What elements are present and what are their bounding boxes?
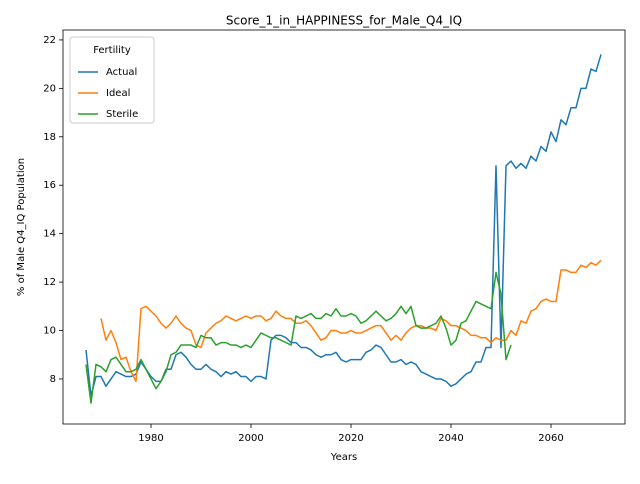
- y-tick-label: 8: [50, 374, 56, 385]
- y-axis-label: % of Male Q4_IQ Population: [16, 158, 27, 296]
- series-line: [85, 54, 602, 397]
- y-tick-label: 22: [43, 35, 56, 46]
- legend-title: Fertility: [93, 45, 131, 56]
- x-tick-label: 2040: [438, 433, 463, 444]
- legend-label: Sterile: [106, 109, 138, 120]
- legend-label: Actual: [106, 67, 137, 78]
- x-tick-label: 1980: [138, 433, 163, 444]
- y-tick-label: 12: [43, 277, 56, 288]
- legend-box: [69, 36, 155, 124]
- series-line: [85, 271, 512, 404]
- x-tick-label: 2000: [238, 433, 263, 444]
- series-line: [100, 259, 602, 383]
- y-tick-label: 14: [43, 229, 56, 240]
- plot-frame: [62, 29, 626, 425]
- x-tick-label: 2060: [538, 433, 563, 444]
- y-tick-label: 10: [43, 326, 56, 337]
- y-tick-label: 18: [43, 132, 56, 143]
- y-tick-label: 16: [43, 180, 56, 191]
- x-tick-label: 2020: [338, 433, 363, 444]
- y-tick-label: 20: [43, 83, 56, 94]
- legend-label: Ideal: [106, 88, 130, 99]
- chart-title: Score_1_in_HAPPINESS_for_Male_Q4_IQ: [226, 14, 462, 28]
- x-axis-label: Years: [330, 452, 357, 463]
